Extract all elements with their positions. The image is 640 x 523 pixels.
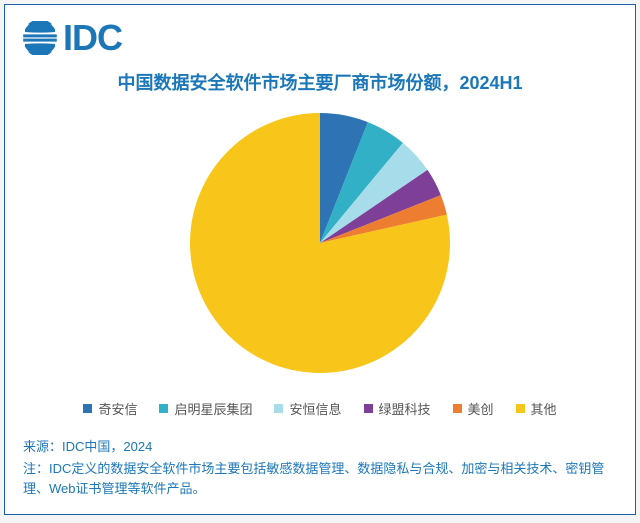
legend-label: 绿盟科技	[379, 399, 431, 418]
legend-label: 其他	[531, 399, 557, 418]
idc-logo: IDC	[23, 17, 617, 59]
legend-swatch	[516, 404, 525, 413]
report-card: IDC 中国数据安全软件市场主要厂商市场份额，2024H1 奇安信 启明星辰集团 安…	[4, 4, 636, 515]
chart-title: 中国数据安全软件市场主要厂商市场份额，2024H1	[23, 69, 617, 95]
pie-chart	[23, 113, 617, 373]
source-line: 来源：IDC中国，2024	[23, 436, 617, 455]
legend: 奇安信 启明星辰集团 安恒信息 绿盟科技 美创 其他	[23, 399, 617, 418]
legend-label: 安恒信息	[289, 399, 341, 418]
legend-item: 绿盟科技	[364, 399, 431, 418]
legend-swatch	[83, 404, 92, 413]
idc-logo-text: IDC	[63, 17, 122, 59]
footnote: 注：IDC定义的数据安全软件市场主要包括敏感数据管理、数据隐私与合规、加密与相关…	[23, 459, 617, 499]
idc-globe-icon	[23, 21, 57, 55]
legend-label: 美创	[468, 399, 494, 418]
legend-item: 启明星辰集团	[159, 399, 252, 418]
legend-label: 奇安信	[98, 399, 137, 418]
legend-item: 美创	[453, 399, 494, 418]
legend-swatch	[159, 404, 168, 413]
legend-item: 其他	[516, 399, 557, 418]
legend-label: 启明星辰集团	[174, 399, 252, 418]
legend-item: 安恒信息	[274, 399, 341, 418]
legend-swatch	[364, 404, 373, 413]
legend-item: 奇安信	[83, 399, 137, 418]
legend-swatch	[274, 404, 283, 413]
legend-swatch	[453, 404, 462, 413]
